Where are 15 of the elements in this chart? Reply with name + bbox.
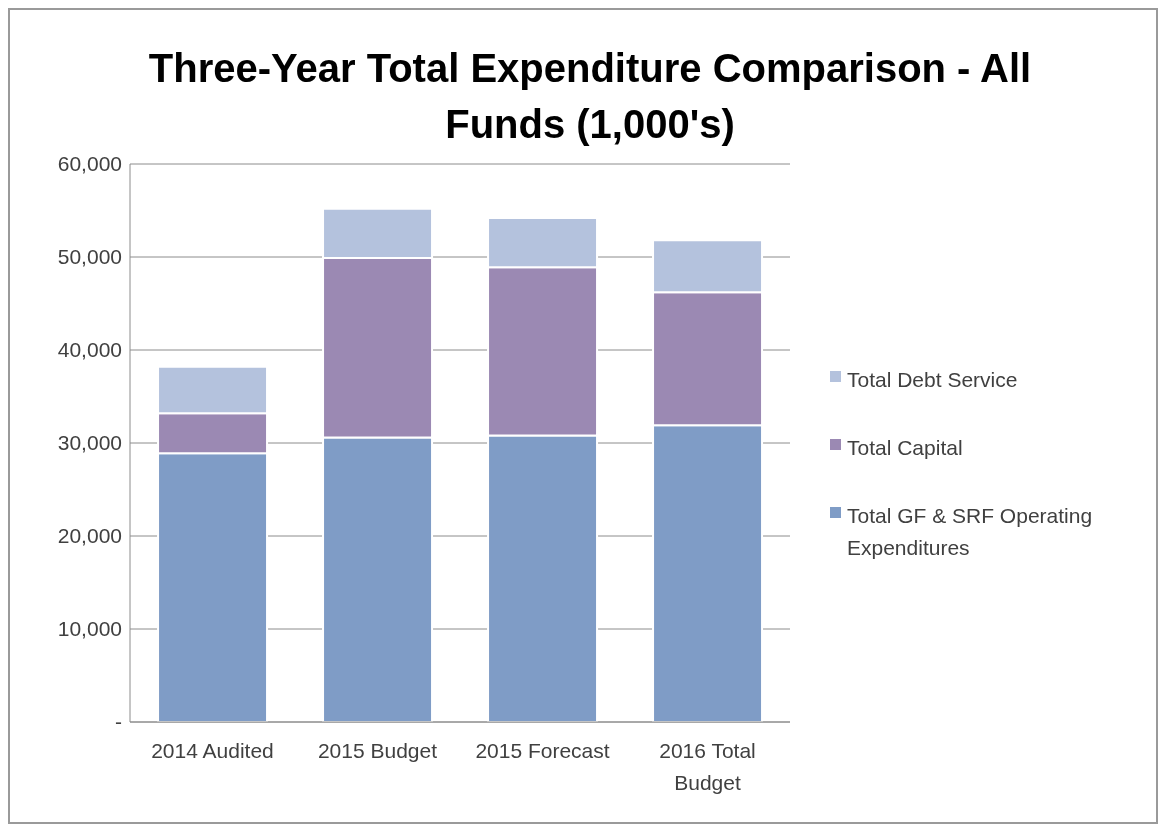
chart-title: Three-Year Total Expenditure Comparison - All Funds (1,000's) — [147, 45, 1033, 148]
legend-label: Total Debt Service — [847, 367, 1018, 393]
y-tick-label: 50,000 — [57, 245, 122, 269]
x-tick-label: 2016 Total Budget — [659, 739, 756, 794]
x-tick-label: 2015 Budget — [317, 739, 438, 762]
y-tick-label: 40,000 — [57, 338, 122, 362]
legend-label: Total GF & SRF Operating Expenditures — [847, 503, 1094, 561]
x-tick-label: 2014 Audited — [151, 739, 274, 762]
legend-label: Total Capital — [847, 435, 963, 461]
x-tick-label: 2015 Forecast — [475, 739, 610, 762]
y-tick-label: 10,000 — [57, 617, 122, 641]
y-tick-label: - — [115, 710, 122, 734]
y-tick-label: 60,000 — [57, 152, 122, 176]
y-tick-label: 20,000 — [57, 524, 122, 548]
y-tick-label: 30,000 — [57, 431, 122, 455]
